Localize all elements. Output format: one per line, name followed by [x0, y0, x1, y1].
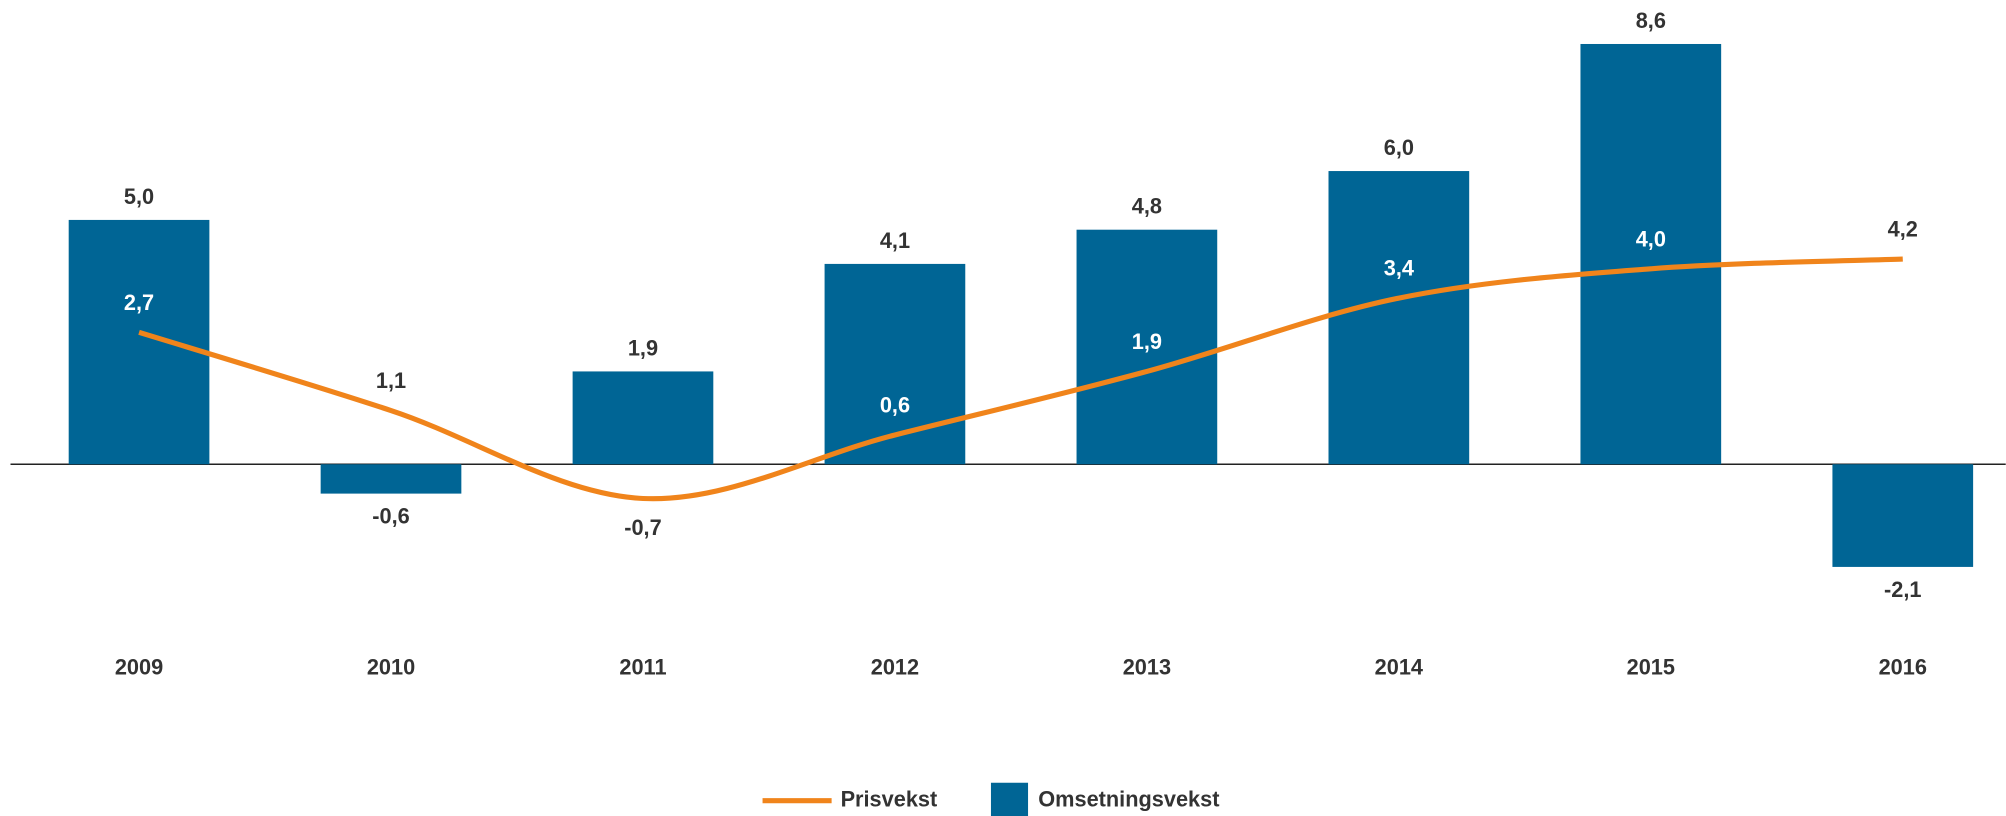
x-tick-label: 2009	[115, 655, 163, 680]
x-tick-label: 2013	[1123, 655, 1171, 680]
line	[138, 256, 1903, 502]
bar	[1076, 229, 1218, 465]
legend-swatch	[990, 782, 1029, 816]
line-value-label: 2,7	[124, 290, 154, 315]
bar	[1832, 464, 1974, 567]
bar-value-label: 4,1	[880, 228, 910, 253]
line-value-label: 3,4	[1384, 256, 1414, 281]
line-value-label: 0,6	[880, 393, 910, 418]
bar	[320, 464, 462, 494]
x-tick-label: 2011	[619, 655, 666, 680]
bar	[1580, 43, 1722, 465]
line-value-label: 1,1	[376, 368, 406, 393]
bar-value-label: 4,8	[1132, 194, 1162, 219]
line-value-label: -0,7	[624, 515, 661, 540]
bar	[572, 371, 714, 465]
bar-value-label: 1,9	[628, 335, 658, 360]
bar-value-label: -0,6	[372, 504, 409, 529]
x-tick-label: 2010	[367, 655, 415, 680]
legend-label: Prisvekst	[841, 786, 938, 811]
line-value-label: 4,2	[1888, 217, 1918, 242]
x-tick-label: 2014	[1375, 655, 1423, 680]
x-tick-label: 2016	[1879, 655, 1927, 680]
bar	[68, 219, 210, 465]
x-tick-label: 2015	[1627, 655, 1675, 680]
bar-value-label: 6,0	[1384, 135, 1414, 160]
legend-label: Omsetningsvekst	[1038, 786, 1219, 811]
bar-value-label: -2,1	[1884, 577, 1921, 602]
bar-value-label: 8,6	[1636, 8, 1666, 33]
bar	[824, 263, 966, 465]
bar-value-label: 5,0	[124, 184, 154, 209]
line-value-label: 1,9	[1132, 329, 1162, 354]
x-tick-label: 2012	[871, 655, 919, 680]
line-value-label: 4,0	[1636, 226, 1666, 251]
bar	[1328, 171, 1470, 465]
